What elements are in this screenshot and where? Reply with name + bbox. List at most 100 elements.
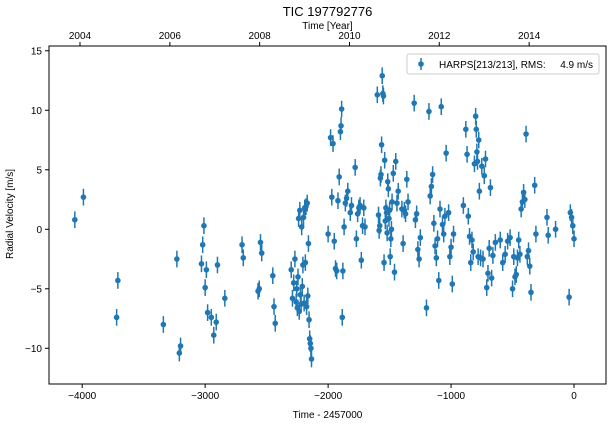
data-point: [416, 256, 422, 262]
data-point: [499, 259, 506, 266]
data-point: [305, 293, 311, 299]
data-point: [297, 207, 303, 214]
data-point: [308, 356, 315, 362]
data-point: [198, 260, 205, 267]
chart-title: TIC 197792776: [283, 4, 373, 19]
data-point: [566, 294, 572, 300]
data-point: [72, 216, 78, 223]
data-point: [435, 277, 442, 284]
data-point: [392, 158, 399, 165]
data-point: [492, 239, 499, 246]
data-point: [306, 316, 312, 323]
data-point: [490, 252, 496, 259]
data-point: [571, 236, 577, 242]
data-point: [531, 182, 538, 189]
legend-value: 4.9 m/s: [560, 60, 593, 71]
x-tick-label: −3000: [191, 391, 220, 402]
plot-frame: [48, 45, 607, 385]
data-point: [426, 108, 432, 115]
data-point: [476, 188, 483, 194]
data-point: [533, 231, 539, 237]
top-tick-label: 2004: [69, 31, 92, 42]
data-point: [305, 240, 312, 247]
data-point: [203, 266, 210, 273]
data-point: [449, 281, 456, 287]
legend-box: [406, 53, 600, 75]
data-point: [433, 255, 440, 261]
data-point: [428, 183, 435, 190]
data-point: [348, 202, 355, 209]
data-point: [460, 202, 467, 209]
data-point: [160, 321, 167, 328]
legend-label: HARPS[213/213], RMS:: [439, 60, 546, 71]
data-point: [208, 314, 215, 321]
top-tick-label: 2006: [159, 31, 182, 42]
x-tick-label: −2000: [314, 391, 343, 402]
data-point: [269, 272, 276, 279]
data-point: [442, 213, 448, 219]
data-point: [378, 171, 384, 178]
data-point: [292, 256, 298, 262]
data-point: [481, 172, 488, 179]
data-point: [272, 320, 279, 327]
data-point: [388, 236, 394, 242]
data-point: [552, 226, 559, 233]
data-point: [336, 174, 342, 180]
data-point: [213, 319, 220, 325]
data-point: [485, 270, 491, 277]
data-point: [115, 277, 121, 284]
data-point: [395, 188, 402, 194]
data-point: [402, 211, 409, 217]
data-point: [487, 184, 494, 191]
data-point: [387, 253, 394, 260]
data-point: [526, 263, 533, 269]
data-point: [376, 222, 383, 229]
data-point: [502, 251, 508, 258]
x-tick-label: −4000: [68, 391, 97, 402]
data-point: [385, 186, 392, 192]
data-point: [394, 200, 400, 206]
data-point: [358, 257, 365, 264]
data-point: [333, 268, 340, 274]
data-point: [330, 140, 336, 147]
data-point: [467, 259, 474, 266]
data-point: [344, 188, 351, 194]
data-point: [375, 212, 382, 218]
data-point: [290, 280, 297, 286]
data-point: [214, 262, 221, 268]
data-point: [488, 275, 495, 281]
data-point: [570, 222, 576, 229]
data-point: [379, 72, 386, 79]
y-axis-label: Radial Velocity [m/s]: [5, 169, 16, 259]
data-point: [374, 91, 381, 98]
data-point: [472, 113, 479, 120]
data-point: [463, 126, 469, 133]
data-point: [440, 231, 447, 237]
data-point: [525, 247, 532, 254]
data-point: [517, 251, 523, 258]
data-point: [378, 141, 385, 148]
data-point: [404, 176, 410, 183]
data-point: [470, 249, 477, 255]
top-tick-label: 2010: [338, 31, 361, 42]
data-point: [473, 126, 480, 133]
data-point: [445, 209, 452, 216]
data-point: [390, 170, 397, 177]
data-point: [381, 259, 387, 266]
data-point: [443, 150, 449, 156]
data-point: [411, 100, 417, 106]
data-point: [386, 207, 393, 214]
data-point: [258, 250, 265, 256]
data-point: [450, 231, 457, 237]
data-point: [257, 239, 264, 246]
data-point: [432, 243, 438, 249]
data-point: [544, 214, 550, 221]
data-point: [417, 234, 424, 241]
data-point: [295, 274, 301, 280]
data-point: [513, 271, 520, 278]
data-point: [360, 205, 367, 211]
data-point: [545, 232, 552, 239]
data-point: [515, 237, 522, 243]
x-axis-label: Time - 2457000: [293, 410, 363, 421]
